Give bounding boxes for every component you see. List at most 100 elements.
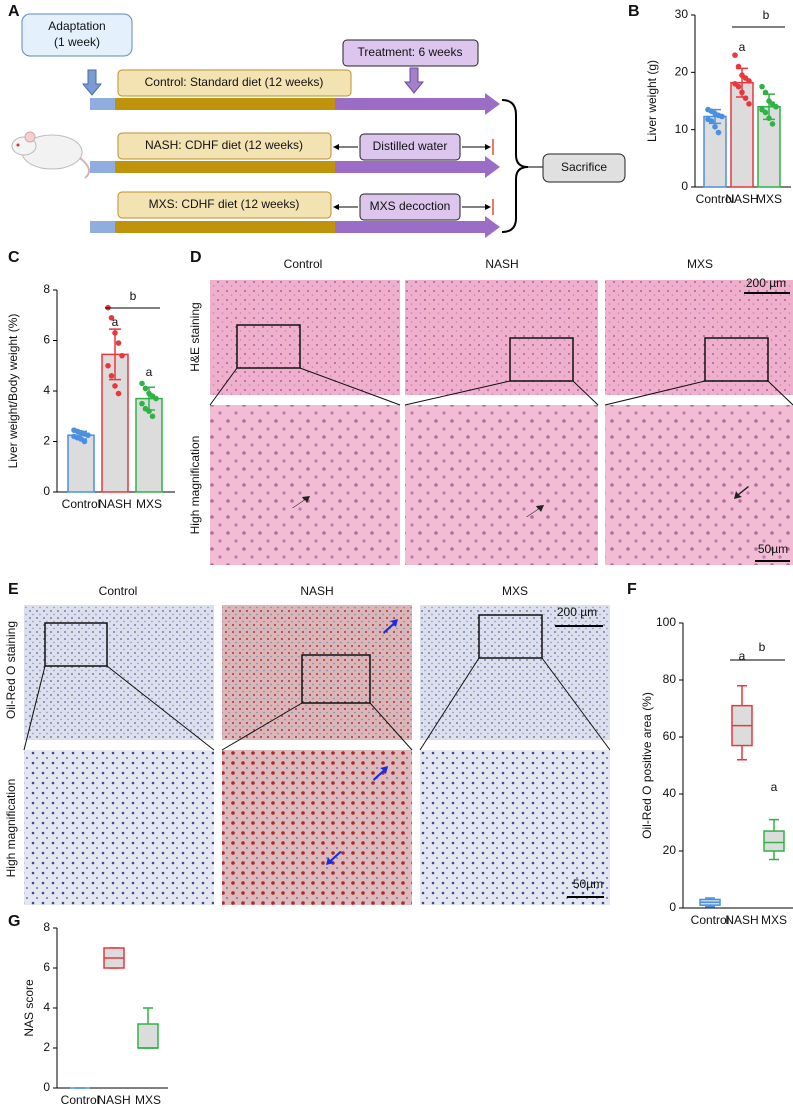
- box-label: Treatment: 6 weeks: [358, 45, 463, 59]
- column-label: MXS: [502, 584, 528, 598]
- outcome-box: [542, 153, 626, 183]
- micrograph: [405, 405, 598, 565]
- diet-box: [117, 69, 352, 97]
- box-label: Control: Standard diet (12 weeks): [145, 75, 324, 89]
- column-label: Control: [99, 584, 138, 598]
- x-tick-label: NASH: [97, 1093, 130, 1107]
- annotation: b: [130, 289, 137, 303]
- zoom-line: [209, 367, 793, 406]
- y-tick-label: 60: [663, 729, 677, 743]
- x-tick-label: MXS: [756, 192, 782, 206]
- y-tick-label: 20: [663, 843, 677, 857]
- scale-bar-label: 50µm: [573, 877, 603, 891]
- error-bar: [109, 328, 121, 381]
- panel-label: E: [8, 581, 19, 598]
- data-point: [108, 373, 115, 379]
- panel-label: D: [190, 249, 202, 266]
- data-point: [119, 352, 125, 359]
- data-point: [742, 95, 749, 101]
- arrow: [326, 619, 398, 865]
- data-point: [105, 362, 111, 369]
- box-label: Adaptation: [48, 19, 105, 33]
- timeline: [90, 93, 500, 238]
- box-label: Distilled water: [373, 139, 448, 153]
- y-tick-label: 2: [43, 434, 50, 448]
- box: [763, 830, 785, 852]
- data-point: [108, 314, 115, 321]
- micrograph: [24, 605, 214, 740]
- treatment-box: [359, 193, 461, 221]
- box-label: MXS: CDHF diet (12 weeks): [149, 197, 300, 211]
- x-tick-label: Control: [696, 192, 735, 206]
- treatment-box: [342, 39, 479, 67]
- column-label: Control: [284, 257, 323, 271]
- arrow: [403, 67, 425, 94]
- diet-box: [117, 191, 332, 219]
- column-label: MXS: [687, 257, 713, 271]
- treatment-box: [359, 133, 461, 161]
- annotation: a: [112, 315, 119, 329]
- data-point: [112, 383, 118, 389]
- data-point: [746, 101, 752, 107]
- micrograph: [210, 280, 400, 395]
- data-point: [746, 78, 752, 84]
- inset-box: [236, 324, 769, 382]
- y-tick-label: 80: [663, 672, 677, 686]
- annotation: a: [739, 40, 746, 54]
- data-point: [735, 83, 742, 90]
- scale-bar-label: 200 µm: [746, 276, 786, 290]
- data-point: [719, 113, 725, 120]
- data-point: [146, 408, 152, 415]
- histology-panel: E Control NASH MXS Oil-Red O staining Hi…: [4, 581, 611, 905]
- y-tick-label: 6: [43, 333, 50, 347]
- mouse-icon: [11, 131, 90, 179]
- panel-label: F: [627, 581, 637, 598]
- x-tick-label: NASH: [725, 913, 758, 927]
- scale-bar-label: 50µm: [758, 542, 788, 556]
- inset-box: [44, 614, 543, 704]
- data-point: [112, 330, 118, 336]
- adaptation-box: [21, 13, 133, 57]
- column-label: NASH: [300, 584, 333, 598]
- y-axis-label: NAS score: [22, 979, 36, 1037]
- data-point: [762, 109, 769, 116]
- diet-box: [117, 132, 332, 160]
- row-label: High magnification: [188, 436, 202, 535]
- bar: [67, 434, 95, 493]
- data-point: [762, 89, 769, 96]
- data-point: [769, 121, 776, 127]
- row-label: High magnification: [4, 779, 18, 878]
- micrograph: [605, 405, 793, 565]
- scale-bar-label: 200 µm: [557, 605, 597, 619]
- annotation: a: [771, 780, 778, 794]
- y-axis-label: Oil-Red O positive area (%): [640, 692, 654, 839]
- micrograph: [24, 750, 214, 905]
- x-tick-label: NASH: [725, 192, 758, 206]
- data-point: [142, 385, 149, 392]
- y-tick-label: 40: [663, 786, 677, 800]
- data-point: [759, 83, 765, 90]
- box: [137, 1023, 159, 1049]
- micrograph: [222, 750, 412, 905]
- data-point: [735, 63, 742, 70]
- x-tick-label: NASH: [98, 497, 131, 511]
- y-tick-label: 20: [675, 65, 689, 79]
- y-tick-label: 0: [681, 179, 688, 193]
- y-tick-label: 4: [43, 383, 50, 397]
- histology-panel: D Control NASH MXS H&E staining High mag…: [188, 249, 793, 565]
- data-point: [712, 124, 718, 130]
- box-label: MXS decoction: [370, 199, 451, 213]
- data-point: [715, 129, 722, 136]
- annotation: b: [763, 8, 770, 22]
- x-tick-label: Control: [61, 1093, 100, 1107]
- zoom-line: [23, 657, 611, 751]
- annotation: a: [146, 365, 153, 379]
- y-tick-label: 8: [43, 920, 50, 934]
- y-tick-label: 2: [43, 1040, 50, 1054]
- box-label: Sacrifice: [561, 160, 607, 174]
- y-tick-label: 100: [656, 615, 676, 629]
- panel-label: A: [8, 3, 20, 20]
- box-label: NASH: CDHF diet (12 weeks): [145, 138, 303, 152]
- brace: [501, 99, 529, 233]
